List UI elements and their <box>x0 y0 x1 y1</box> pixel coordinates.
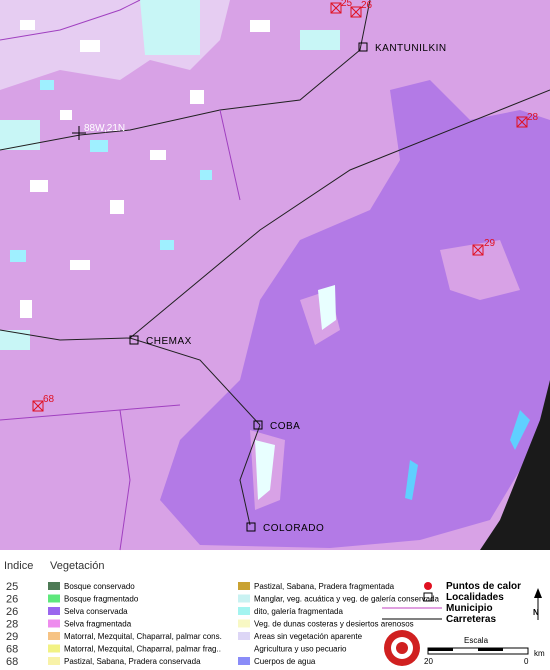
scale-bar-segment <box>428 648 453 651</box>
hotspot-marker <box>516 116 528 128</box>
scale-bar-segment <box>478 648 503 651</box>
legend-label: Areas sin vegetación aparente <box>254 632 363 641</box>
hotspot-marker <box>32 400 44 412</box>
legend-label: Bosque fragmentado <box>64 595 139 604</box>
locality-marker <box>253 420 263 430</box>
hotspot: 29 <box>472 238 496 256</box>
hotspot-marker <box>330 2 342 14</box>
legend-swatch <box>48 657 60 665</box>
logo <box>384 630 420 666</box>
scale-unit: km <box>534 649 545 658</box>
hotspot-marker <box>516 116 528 128</box>
hotspot-label: 26 <box>361 0 373 11</box>
index-value: 68 <box>6 644 18 656</box>
legend-label: Matorral, Mezquital, Chaparral, palmar f… <box>64 645 221 654</box>
legend-swatch <box>238 632 250 640</box>
municipality-border <box>0 0 241 551</box>
index-value: 29 <box>6 631 18 643</box>
hotspot-marker <box>472 244 484 256</box>
hotspot-marker <box>32 400 44 412</box>
hotspot-marker <box>472 244 484 256</box>
legend-label: Manglar, veg. acuática y veg. de galería… <box>254 595 440 604</box>
index-value: 68 <box>6 656 18 668</box>
wetland-patch <box>0 0 340 350</box>
locality-marker <box>246 522 256 532</box>
legend-label: Bosque conservado <box>64 582 135 591</box>
hotspot-marker <box>350 6 362 18</box>
hotspot: 68 <box>32 394 55 412</box>
map: 88W,21N KANTUNILKIN CHEMAX COBA COLORADO 25 2… <box>0 0 550 551</box>
locality-marker <box>129 335 139 345</box>
hotspot-label: 29 <box>484 238 496 249</box>
legend-swatch <box>48 607 60 615</box>
legend-label: Veg. de dunas costeras y desiertos areno… <box>254 620 414 629</box>
locality-label: COLORADO <box>263 523 324 534</box>
legend-label: Cuerpos de agua <box>254 657 316 666</box>
legend-swatch <box>48 644 60 653</box>
north-arrow: N <box>533 588 542 620</box>
hotspot-marker <box>330 2 342 14</box>
legend-swatch <box>238 582 250 590</box>
index-value: 26 <box>6 606 18 618</box>
symbol-label: Municipio <box>446 603 493 614</box>
legend-swatch <box>48 632 60 640</box>
scale-label: 0 <box>524 657 529 666</box>
hotspot-label: 28 <box>527 112 539 123</box>
hotspot-label: 25 <box>341 0 353 9</box>
water-body <box>405 410 530 500</box>
legend-swatch <box>238 619 250 628</box>
symbol-hotspot <box>424 582 432 590</box>
legend-label: Selva fragmentada <box>64 620 132 629</box>
map-features: KANTUNILKIN CHEMAX COBA COLORADO 25 26 28 29 68 <box>32 0 539 534</box>
scale-title: Escala <box>464 636 489 645</box>
index-value: 25 <box>6 581 18 593</box>
legend-swatch <box>48 594 60 603</box>
legend-label: dito, galería fragmentada <box>254 607 343 616</box>
hotspot: 26 <box>350 0 373 18</box>
hotspot: 25 <box>330 0 353 14</box>
index-value: 26 <box>6 594 18 606</box>
legend-swatch <box>238 607 250 615</box>
legend-swatch <box>238 594 250 603</box>
locality-marker <box>358 42 368 52</box>
locality-label: KANTUNILKIN <box>375 43 447 54</box>
legend-label: Agricultura y uso pecuario <box>254 645 347 654</box>
legend-label: Pastizal, Sabana, Pradera conservada <box>64 657 201 666</box>
legend-label: Matorral, Mezquital, Chaparral, palmar c… <box>64 632 222 641</box>
legend-swatch <box>48 619 60 628</box>
index-title: Indice <box>4 560 33 572</box>
symbol-label: Puntos de calor <box>446 581 521 592</box>
svg-text:N: N <box>533 608 539 617</box>
legend: Indice Vegetación Escala 20 0 km N 25262… <box>4 560 545 668</box>
hotspot-marker <box>350 6 362 18</box>
locality-label: COBA <box>270 421 300 432</box>
vegetation-title: Vegetación <box>50 560 104 572</box>
symbol-label: Localidades <box>446 592 504 603</box>
fragmented-forest <box>250 240 520 510</box>
index-value: 28 <box>6 619 18 631</box>
hotspot-label: 68 <box>43 394 55 405</box>
coordinate-label: 88W,21N <box>84 123 125 134</box>
legend-label: Selva conservada <box>64 607 128 616</box>
locality-label: CHEMAX <box>146 336 192 347</box>
legend-label: Pastizal, Sabana, Pradera fragmentada <box>254 582 395 591</box>
wetland-patch <box>255 285 336 500</box>
sea <box>480 380 550 550</box>
hotspot: 28 <box>516 112 539 128</box>
coordinate-cross <box>72 126 86 140</box>
legend-swatch <box>48 582 60 590</box>
symbol-locality <box>423 592 433 602</box>
legend-swatch <box>238 657 250 665</box>
legend-swatch <box>237 644 251 653</box>
symbol-label: Carreteras <box>446 614 496 625</box>
scale-label: 20 <box>424 657 433 666</box>
